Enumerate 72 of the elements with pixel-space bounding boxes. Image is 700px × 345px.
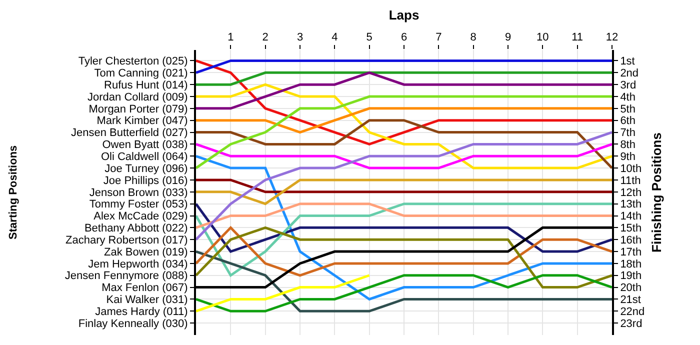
- line-series: [196, 250, 612, 312]
- y2-tick-label: 22nd: [620, 306, 645, 318]
- y2-tick-label: 17th: [620, 246, 642, 258]
- y2-tick-label: 1st: [620, 56, 635, 68]
- line-series: [196, 274, 371, 312]
- x-tick-label: 6: [400, 32, 408, 44]
- y2-tick-label: 5th: [620, 103, 636, 116]
- y2-axis-title: Finishing Positions: [648, 132, 664, 252]
- line-series: [196, 119, 612, 170]
- line-series: [196, 226, 612, 277]
- y2-tick-label: 8th: [620, 139, 636, 152]
- line-series: [196, 71, 612, 110]
- x-tick-label: 5: [366, 32, 372, 44]
- y2-tick-label: 4th: [620, 91, 636, 104]
- y2-tick-label: 2nd: [620, 68, 639, 80]
- category-label: Tommy Foster (053): [89, 198, 188, 211]
- y2-tick-label: 10th: [620, 162, 642, 175]
- y2-tick-label: 13th: [620, 198, 642, 211]
- category-label: James Hardy (011): [95, 306, 188, 318]
- y2-tick-label: 14th: [620, 210, 642, 223]
- x-tick-label: 7: [436, 32, 442, 44]
- category-label: Oli Caldwell (064): [100, 150, 188, 163]
- category-label: Tyler Chesterton (025): [78, 56, 188, 68]
- category-label: Jensen Fennymore (088): [64, 270, 188, 282]
- x-tick-label: 8: [470, 32, 476, 44]
- category-label: Jenson Brown (033): [89, 186, 188, 199]
- category-label: Jensen Butterfield (027): [71, 127, 188, 140]
- y2-tick-label: 9th: [620, 150, 636, 163]
- line-series: [196, 59, 612, 146]
- y2-tick-label: 12th: [620, 186, 642, 199]
- y2-tick-label: 18th: [620, 258, 642, 270]
- y2-tick-label: 7th: [620, 127, 636, 140]
- line-series: [196, 202, 612, 253]
- x-tick-label: 9: [504, 32, 512, 44]
- line-series: [196, 274, 612, 312]
- y2-tick-label: 15th: [620, 222, 642, 235]
- x-tick-label: 3: [296, 32, 304, 44]
- category-label: Zak Bowen (019): [104, 246, 188, 258]
- category-label: Morgan Porter (079): [88, 103, 188, 116]
- y2-tick-label: 23rd: [620, 318, 642, 330]
- category-label: Joe Turney (096): [104, 162, 188, 175]
- category-label: Mark Kimber (047): [96, 115, 188, 128]
- category-label: Max Fenlon (067): [102, 282, 188, 294]
- x-tick-label: 1: [228, 32, 234, 44]
- x-tick-label: 4: [332, 32, 338, 44]
- category-label: Alex McCade (029): [94, 210, 188, 223]
- y2-tick-label: 11th: [620, 174, 641, 187]
- category-label: Kai Walker (031): [106, 294, 188, 306]
- category-label: Tom Canning (021): [94, 68, 188, 80]
- category-label: Joe Phillips (016): [103, 174, 188, 187]
- category-label: Finlay Kenneally (030): [78, 318, 188, 330]
- y2-tick-label: 3rd: [620, 79, 636, 92]
- category-label: Bethany Abbott (022): [84, 222, 188, 235]
- category-label: Jem Hepworth (034): [88, 258, 188, 270]
- y2-tick-label: 6th: [620, 115, 636, 128]
- y2-tick-label: 16th: [620, 234, 642, 246]
- x-tick-label: 2: [262, 32, 268, 44]
- x-tick-label: 10: [536, 32, 549, 44]
- y2-tick-label: 21st: [620, 294, 641, 306]
- x-tick-label: 11: [572, 32, 584, 44]
- category-label: Jordan Collard (009): [88, 91, 188, 104]
- line-series: [196, 131, 612, 241]
- category-label: Zachary Robertson (017): [66, 234, 188, 246]
- text: Starting Positions: [7, 145, 20, 240]
- category-label: Owen Byatt (038): [102, 139, 188, 152]
- line-series: [196, 154, 612, 300]
- x-axis-title: Laps: [388, 8, 420, 23]
- y2-tick-label: 20th: [620, 282, 642, 294]
- y2-tick-label: 19th: [620, 270, 642, 282]
- category-label: Rufus Hunt (014): [104, 79, 188, 92]
- line-series: [196, 202, 612, 277]
- x-tick-label: 12: [606, 32, 618, 44]
